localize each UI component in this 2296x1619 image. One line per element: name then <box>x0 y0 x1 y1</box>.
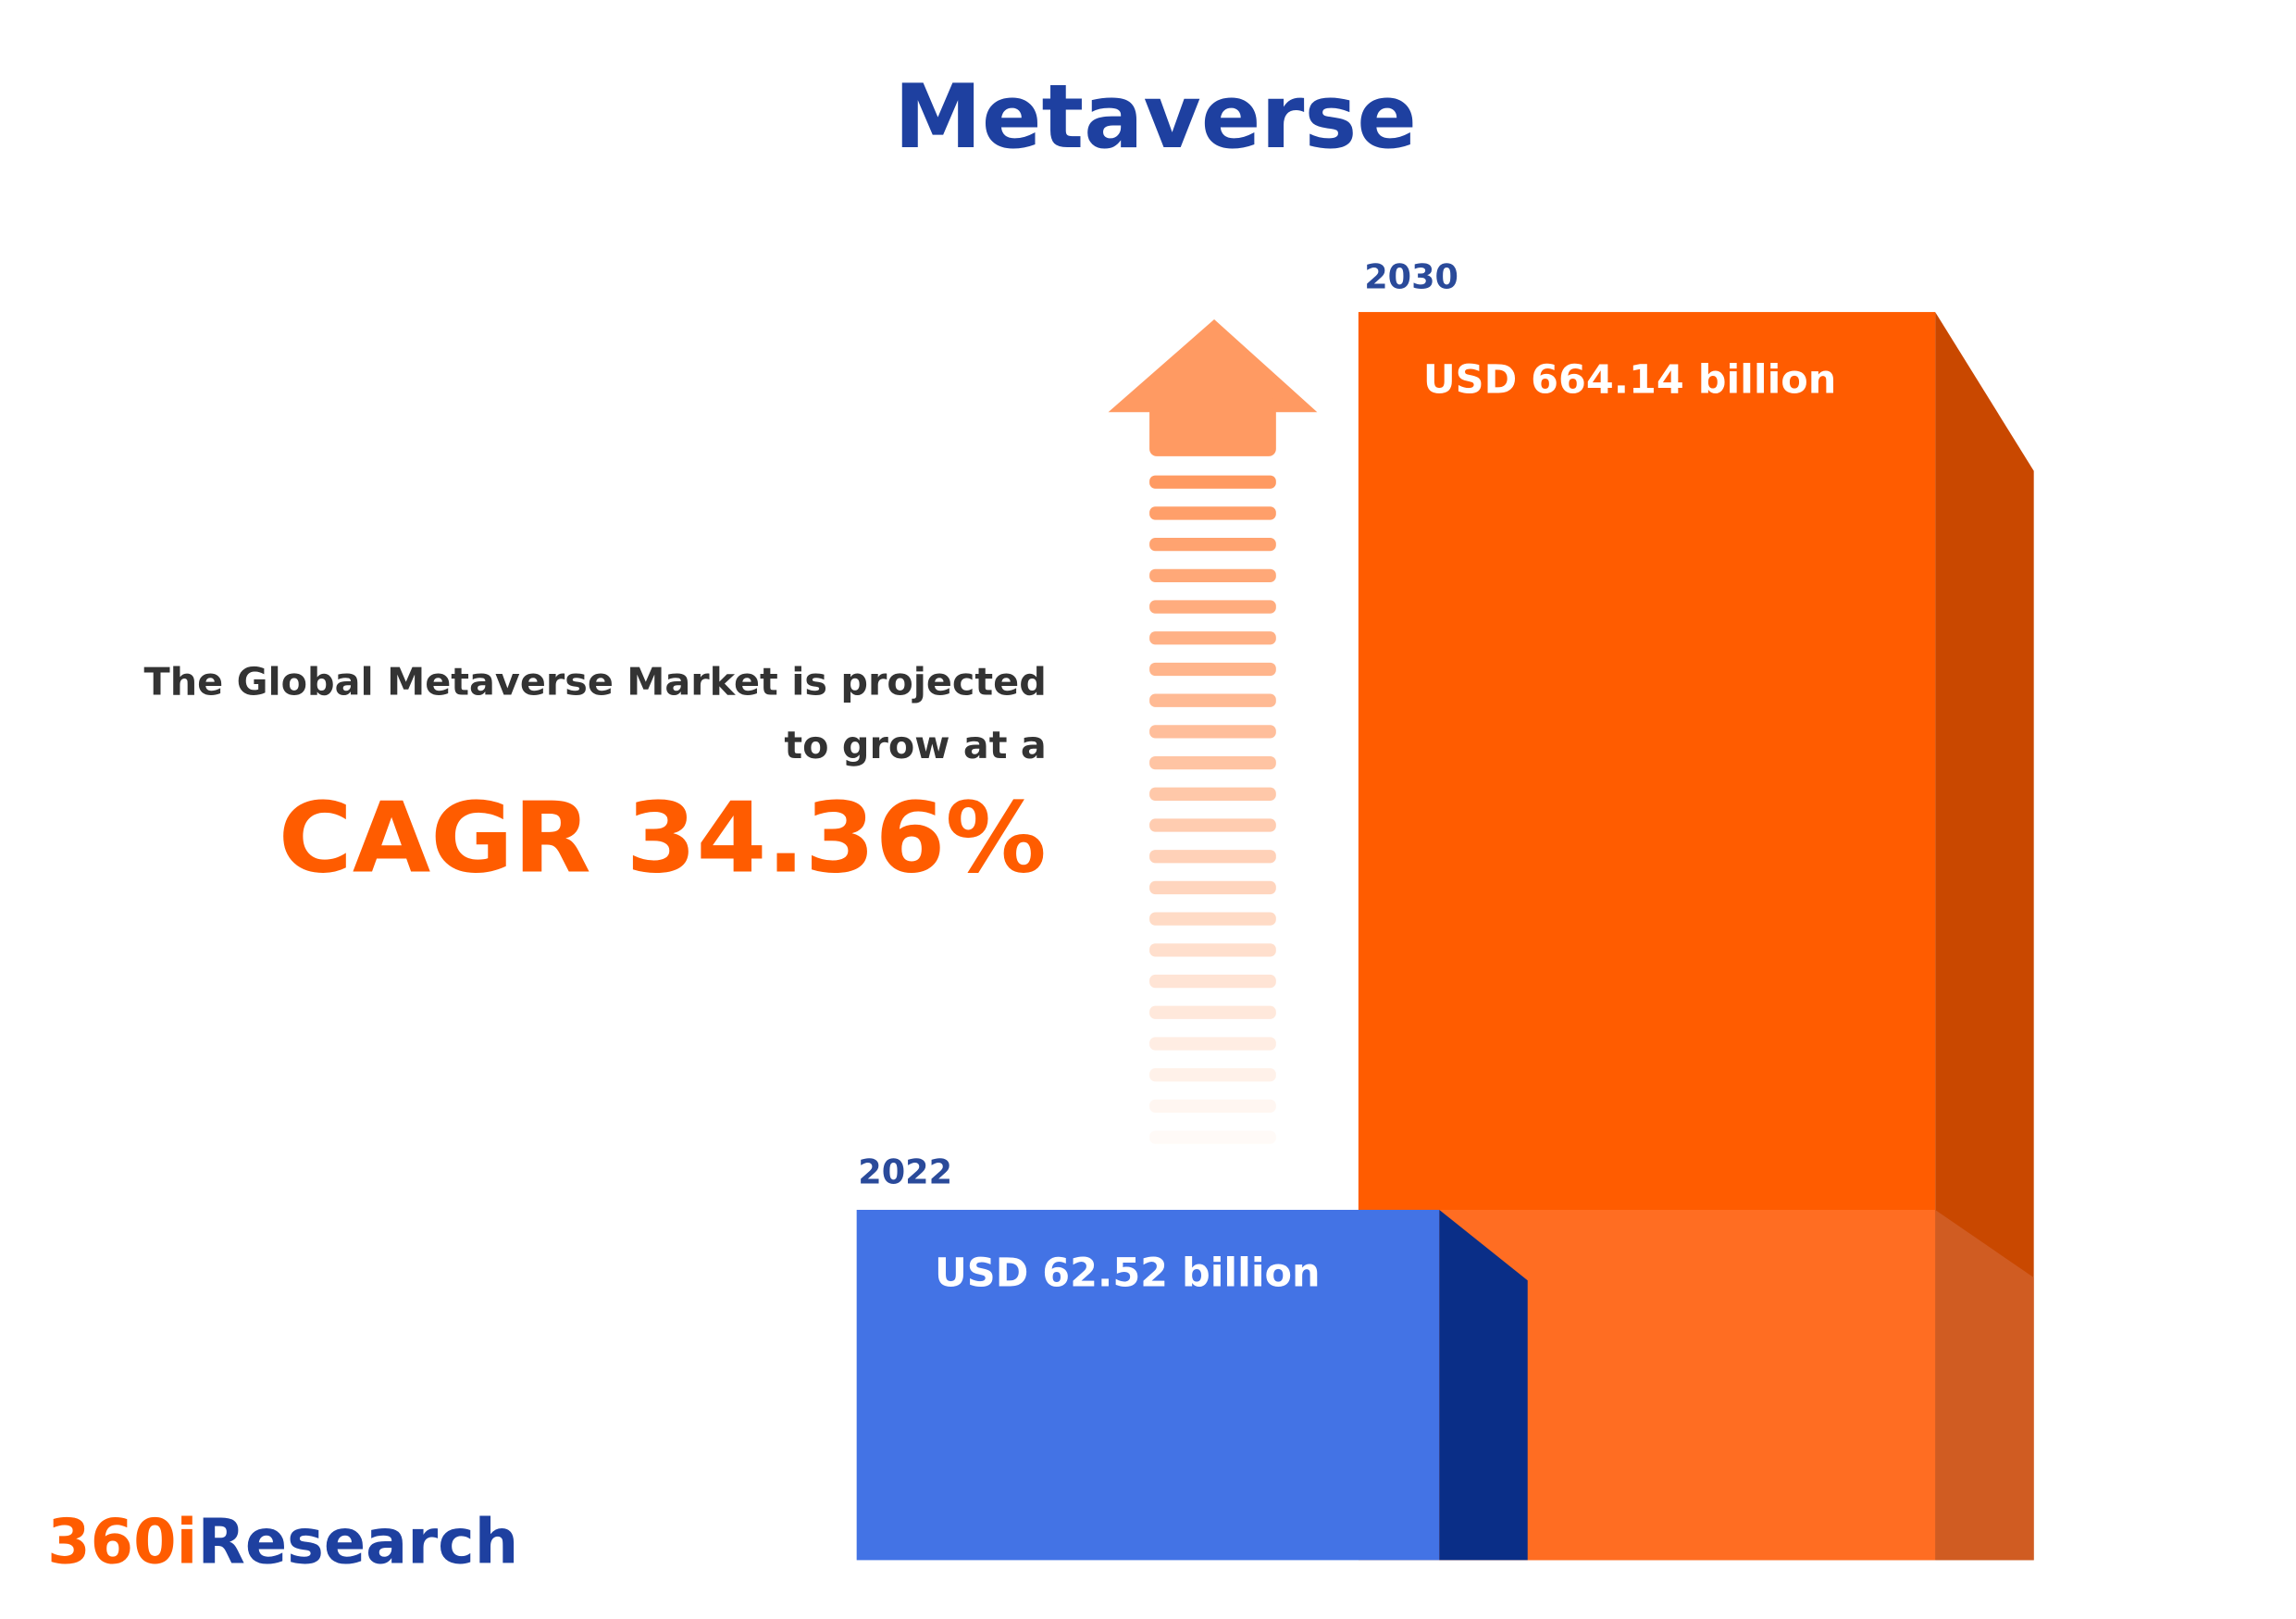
arrow-stripe <box>1149 631 1276 645</box>
bar-2022-side <box>1439 1209 1528 1561</box>
logo-part-2: Research <box>197 1506 518 1578</box>
arrow-stripe <box>1149 725 1276 739</box>
arrow-stripe <box>1149 1130 1276 1144</box>
arrow-stripe <box>1149 506 1276 520</box>
category-label-2030: 2030 <box>1364 257 1458 297</box>
logo: 360iResearch <box>47 1506 518 1578</box>
arrow-stripe <box>1149 568 1276 583</box>
arrow-stripe <box>1149 1037 1276 1051</box>
arrow-stripe <box>1149 787 1276 801</box>
category-label-2022: 2022 <box>858 1152 952 1191</box>
data-label-2030: USD 664.14 billion <box>1423 357 1837 404</box>
arrow-stripe <box>1149 880 1276 895</box>
arrow-stripe <box>1149 1005 1276 1019</box>
arrow-stripe <box>1149 662 1276 677</box>
arrow-stripe <box>1149 475 1276 489</box>
arrow-stripe <box>1149 974 1276 989</box>
arrow-stripe <box>1149 1099 1276 1114</box>
arrow-stripe <box>1149 693 1276 707</box>
bar-2022 <box>856 1209 1528 1561</box>
arrow-stripe <box>1149 818 1276 832</box>
description-line-2: to grow at a <box>784 723 1046 767</box>
growth-arrow-icon <box>1108 319 1318 1144</box>
bar-2030-lower-side <box>1935 1209 2034 1561</box>
bar-2022-front <box>856 1209 1440 1561</box>
arrow-stripe <box>1149 755 1276 770</box>
arrow-stripe <box>1149 943 1276 957</box>
data-label-2022: USD 62.52 billion <box>935 1251 1321 1297</box>
arrow-stripe <box>1149 537 1276 552</box>
logo-part-1: 360i <box>47 1506 197 1578</box>
arrow-stripe <box>1149 600 1276 614</box>
page-title: Metaverse <box>894 66 1417 168</box>
cagr-value: CAGR 34.36% <box>279 781 1047 894</box>
arrow-stripe <box>1149 850 1276 864</box>
arrow-stripe <box>1149 912 1276 926</box>
description-line-1: The Global Metaverse Market is projected <box>144 659 1047 704</box>
bar-2030 <box>1358 312 2034 1561</box>
arrow-stripe <box>1149 1068 1276 1082</box>
